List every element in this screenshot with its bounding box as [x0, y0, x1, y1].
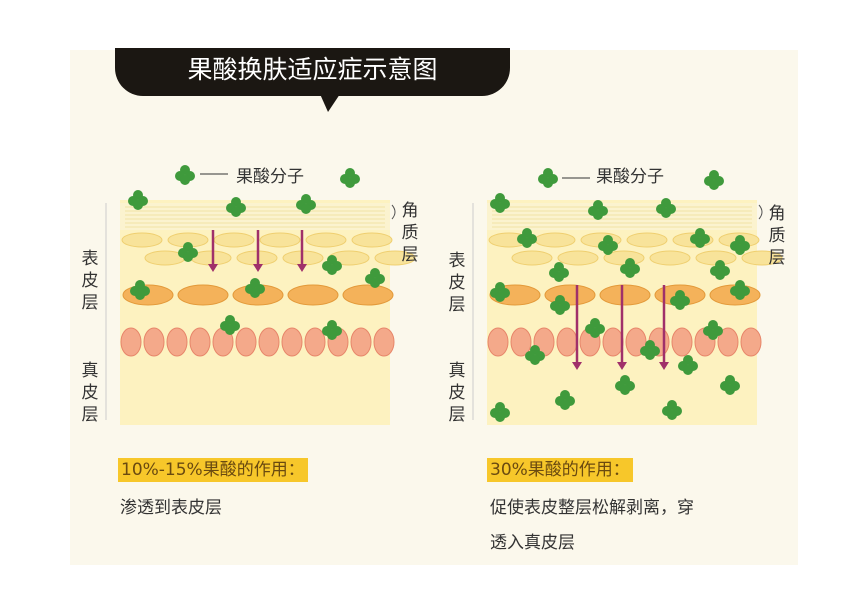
fruit-acid-molecule-icon	[640, 340, 660, 360]
spinous-cell	[599, 284, 651, 306]
fruit-acid-molecule-icon	[585, 318, 605, 338]
epidermis-cell	[213, 232, 255, 248]
fruit-acid-molecule-icon	[178, 242, 198, 262]
label-epidermis-left: 表皮层	[81, 249, 99, 313]
fruit-acid-molecule-icon	[175, 165, 195, 185]
basal-cell	[350, 327, 372, 357]
fruit-acid-molecule-icon	[730, 235, 750, 255]
arrowhead	[617, 362, 627, 370]
fruit-acid-molecule-icon	[340, 168, 360, 188]
fruit-acid-molecule-icon	[226, 197, 246, 217]
legend-label-left: 果酸分子	[236, 167, 304, 187]
fruit-acid-molecule-icon	[598, 235, 618, 255]
fruit-acid-molecule-icon	[704, 170, 724, 190]
epidermis-cell	[305, 232, 347, 248]
legend-label-right: 果酸分子	[596, 167, 664, 187]
fruit-acid-molecule-icon	[678, 355, 698, 375]
label-dermis-left: 真皮层	[81, 361, 99, 425]
basal-cell	[487, 327, 509, 357]
title-bubble: 果酸换肤适应症示意图	[115, 48, 510, 96]
epidermis-cell	[121, 232, 163, 248]
fruit-acid-molecule-icon	[322, 255, 342, 275]
left-heading: 10%-15%果酸的作用：	[118, 458, 308, 482]
fruit-acid-molecule-icon	[130, 280, 150, 300]
basal-cell	[235, 327, 257, 357]
fruit-acid-molecule-icon	[662, 400, 682, 420]
spinous-cell	[342, 284, 394, 306]
basal-cell	[740, 327, 762, 357]
fruit-acid-molecule-icon	[703, 320, 723, 340]
fruit-acid-molecule-icon	[620, 258, 640, 278]
basal-cell	[281, 327, 303, 357]
fruit-acid-molecule-icon	[296, 194, 316, 214]
fruit-acid-molecule-icon	[220, 315, 240, 335]
label-dermis-right: 真皮层	[448, 361, 466, 425]
epidermis-cell	[534, 232, 576, 248]
basal-cell	[120, 327, 142, 357]
arrowhead	[659, 362, 669, 370]
epidermis-cell	[351, 232, 393, 248]
fruit-acid-molecule-icon	[517, 228, 537, 248]
basal-cell	[189, 327, 211, 357]
fruit-acid-molecule-icon	[490, 402, 510, 422]
right-description-line1: 促使表皮整层松解剥离，穿	[490, 498, 694, 518]
basal-cell	[143, 327, 165, 357]
label-stratum-corneum-left: 角质层	[401, 201, 419, 265]
left-description: 渗透到表皮层	[120, 498, 222, 518]
fruit-acid-molecule-icon	[525, 345, 545, 365]
basal-cell	[717, 327, 739, 357]
fruit-acid-molecule-icon	[690, 228, 710, 248]
fruit-acid-molecule-icon	[656, 198, 676, 218]
corneum-bracket	[758, 204, 763, 220]
fruit-acid-molecule-icon	[490, 193, 510, 213]
arrowhead	[297, 264, 307, 272]
arrowhead	[572, 362, 582, 370]
epidermis-cell	[557, 250, 599, 266]
corneum-bracket	[391, 204, 396, 220]
arrowhead	[253, 264, 263, 272]
dermis-layer	[120, 200, 390, 425]
right-heading: 30%果酸的作用：	[487, 458, 633, 482]
epidermis-cell	[511, 250, 553, 266]
fruit-acid-molecule-icon	[720, 375, 740, 395]
epidermis-cell	[259, 232, 301, 248]
epidermis-cell	[374, 250, 416, 266]
fruit-acid-molecule-icon	[670, 290, 690, 310]
fruit-acid-molecule-icon	[615, 375, 635, 395]
epidermis-cell	[741, 250, 783, 266]
fruit-acid-molecule-icon	[555, 390, 575, 410]
basal-cell	[510, 327, 532, 357]
basal-cell	[373, 327, 395, 357]
arrowhead	[208, 264, 218, 272]
basal-cell	[556, 327, 578, 357]
label-stratum-corneum-right: 角质层	[768, 204, 786, 268]
basal-cell	[671, 327, 693, 357]
basal-cell	[602, 327, 624, 357]
fruit-acid-molecule-icon	[128, 190, 148, 210]
label-epidermis-right: 表皮层	[448, 251, 466, 315]
fruit-acid-molecule-icon	[730, 280, 750, 300]
fruit-acid-molecule-icon	[490, 282, 510, 302]
fruit-acid-molecule-icon	[538, 168, 558, 188]
right-description-line2: 透入真皮层	[490, 533, 575, 553]
fruit-acid-molecule-icon	[710, 260, 730, 280]
basal-cell	[258, 327, 280, 357]
title: 果酸换肤适应症示意图	[187, 55, 438, 84]
fruit-acid-molecule-icon	[549, 262, 569, 282]
spinous-cell	[177, 284, 229, 306]
spinous-cell	[287, 284, 339, 306]
fruit-acid-molecule-icon	[245, 278, 265, 298]
fruit-acid-molecule-icon	[550, 295, 570, 315]
fruit-acid-molecule-icon	[322, 320, 342, 340]
bubble-tail	[320, 94, 340, 112]
fruit-acid-molecule-icon	[365, 268, 385, 288]
epidermis-cell	[649, 250, 691, 266]
basal-cell	[166, 327, 188, 357]
epidermis-cell	[626, 232, 668, 248]
basal-cell	[304, 327, 326, 357]
fruit-acid-molecule-icon	[588, 200, 608, 220]
